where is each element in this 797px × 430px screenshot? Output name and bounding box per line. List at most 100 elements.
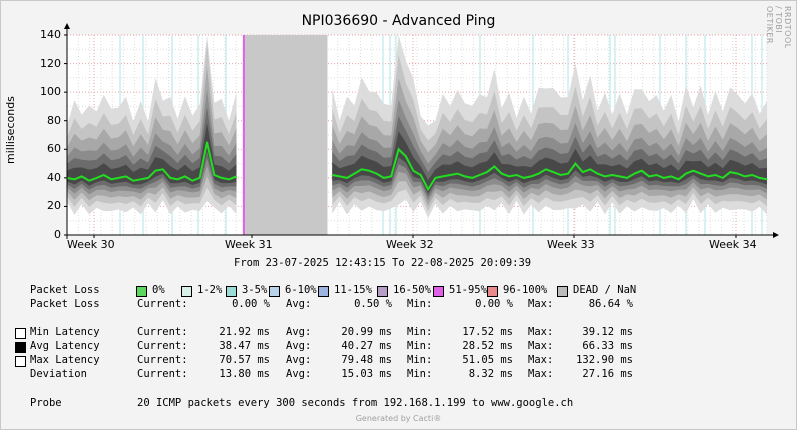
data-point: [692, 170, 694, 172]
data-point: [361, 168, 363, 170]
data-point: [412, 170, 414, 172]
x-tick-label: Week 31: [225, 238, 273, 251]
y-tick-label: 120: [40, 56, 61, 70]
data-point: [766, 178, 768, 180]
chart-title: NPI036690 - Advanced Ping: [301, 13, 496, 29]
stats-min-value: 8.32 ms: [468, 368, 513, 380]
data-point: [420, 174, 422, 176]
stats-col-max: Max:: [528, 326, 554, 338]
data-point: [375, 173, 378, 175]
data-point: [162, 168, 164, 170]
data-point: [670, 175, 672, 177]
data-point: [184, 175, 186, 177]
data-point: [619, 175, 621, 177]
data-point: [383, 177, 385, 179]
stats-current-value: 38.47 ms: [219, 340, 270, 352]
stats-swatch: [15, 356, 26, 367]
loss-legend-label: 1-2%: [197, 284, 223, 296]
stats-col-max: Max:: [528, 298, 554, 310]
data-point: [663, 177, 665, 179]
loss-legend-label: 51-95%: [449, 284, 487, 296]
data-point: [331, 174, 333, 176]
data-point: [751, 174, 753, 176]
loss-swatch: [557, 286, 568, 297]
data-point: [479, 174, 481, 176]
stats-row-label: Packet Loss: [30, 298, 100, 310]
stats-col-max: Max:: [528, 340, 554, 352]
stats-col-min: Min:: [407, 340, 433, 352]
loss-swatch: [181, 286, 192, 297]
data-point: [596, 173, 599, 175]
x-tick-label: Week 30: [67, 238, 115, 251]
data-point: [103, 174, 105, 176]
loss-legend-label: 16-50%: [393, 284, 431, 296]
data-point: [530, 175, 532, 177]
stats-max-value: 39.12 ms: [582, 326, 633, 338]
stats-row-label: Max Latency: [30, 354, 100, 366]
stats-avg-value: 0.50 %: [354, 298, 392, 310]
data-point: [493, 165, 495, 167]
data-point: [736, 173, 739, 175]
data-point: [574, 163, 577, 165]
data-point: [199, 177, 201, 179]
data-point: [589, 168, 591, 170]
stats-col-current: Current:: [137, 298, 188, 310]
data-point: [213, 174, 215, 176]
loss-legend-label: 11-15%: [334, 284, 372, 296]
loss-swatch: [136, 286, 147, 297]
data-point: [353, 173, 355, 175]
y-tick-label: 0: [54, 228, 61, 241]
data-point: [118, 177, 120, 179]
stats-row-label: Deviation: [30, 368, 87, 380]
loss-legend-label: DEAD / NaN: [573, 284, 637, 296]
loss-legend-label: 6-10%: [285, 284, 317, 296]
y-tick-label: 140: [40, 28, 61, 41]
data-point: [191, 180, 193, 182]
data-point: [95, 177, 98, 179]
stats-min-value: 17.52 ms: [462, 326, 513, 338]
data-point: [508, 175, 510, 177]
data-point: [515, 174, 518, 176]
loss-swatch: [487, 286, 498, 297]
data-point: [125, 175, 127, 177]
stats-col-avg: Avg:: [286, 326, 312, 338]
probe-text: 20 ICMP packets every 300 seconds from 1…: [137, 397, 574, 409]
data-point: [486, 171, 488, 173]
data-point: [368, 170, 370, 172]
stats-current-value: 13.80 ms: [219, 368, 270, 380]
data-point: [110, 178, 112, 180]
y-axis-arrow: [64, 23, 70, 29]
data-point: [523, 177, 525, 179]
data-point: [154, 170, 156, 172]
data-point: [442, 175, 444, 177]
data-point: [560, 174, 562, 176]
loss-legend-label: 0%: [152, 284, 165, 296]
stats-swatch: [15, 342, 26, 353]
data-point: [707, 175, 709, 177]
data-point: [405, 155, 407, 157]
stats-row-label: Min Latency: [30, 326, 100, 338]
loss-swatch: [377, 286, 388, 297]
data-point: [655, 174, 658, 176]
stats-col-max: Max:: [528, 354, 554, 366]
stats-col-avg: Avg:: [286, 354, 312, 366]
y-tick-label: 100: [40, 85, 61, 99]
data-point: [434, 177, 436, 179]
loss-legend-label: 96-100%: [503, 284, 548, 296]
stats-col-avg: Avg:: [286, 298, 312, 310]
loss-swatch: [318, 286, 329, 297]
data-point: [398, 148, 400, 150]
stats-avg-value: 79.48 ms: [341, 354, 392, 366]
date-range: From 23-07-2025 12:43:15 To 22-08-2025 2…: [234, 257, 532, 269]
stats-max-value: 66.33 ms: [582, 340, 633, 352]
stats-col-current: Current:: [137, 326, 188, 338]
stats-avg-value: 40.27 ms: [341, 340, 392, 352]
data-point: [582, 171, 584, 173]
data-point: [235, 175, 238, 177]
dead-period: [243, 35, 328, 235]
stats-col-current: Current:: [137, 354, 188, 366]
data-point: [641, 170, 643, 172]
stats-col-min: Min:: [407, 326, 433, 338]
data-point: [464, 175, 466, 177]
stats-min-value: 0.00 %: [475, 298, 513, 310]
